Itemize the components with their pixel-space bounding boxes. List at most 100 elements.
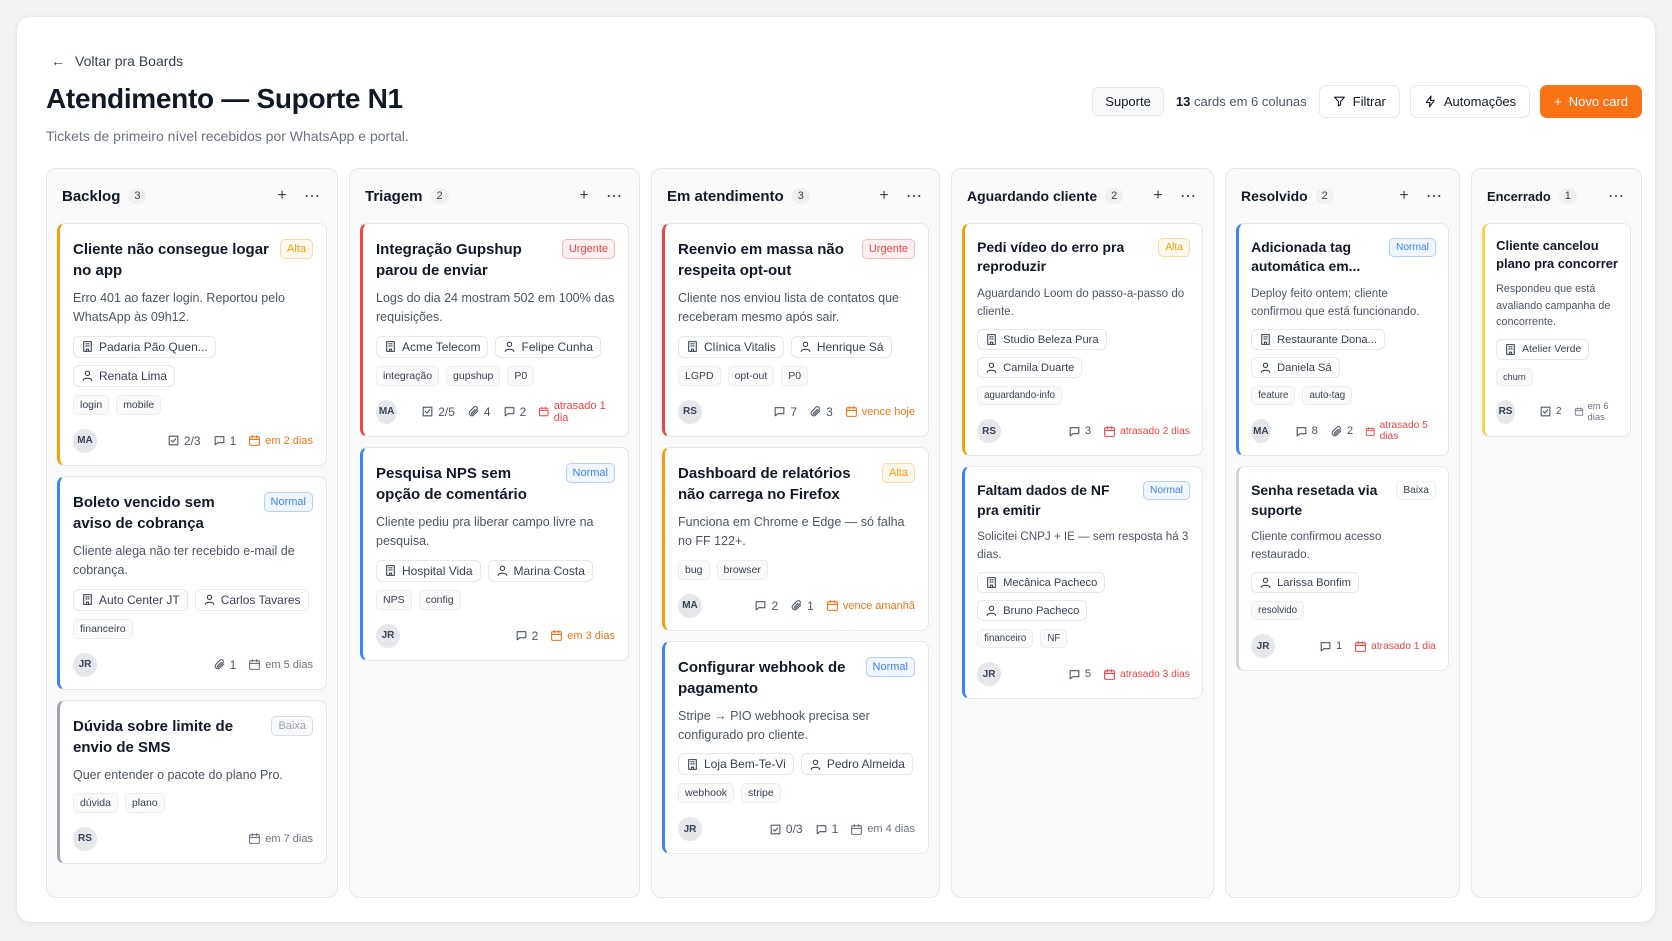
back-link[interactable]: ← Voltar pra Boards	[51, 53, 183, 69]
priority-badge: Urgente	[561, 239, 615, 259]
due-date: atrasado 1 dia	[538, 400, 615, 424]
stat: 3	[1068, 425, 1091, 438]
automations-button[interactable]: Automações	[1409, 85, 1531, 118]
priority-badge: Normal	[1142, 480, 1190, 500]
tag: integração	[376, 365, 440, 386]
column-menu[interactable]: ⋯	[606, 188, 622, 205]
comment-icon	[504, 407, 514, 417]
card-tags: dúvida plano	[73, 792, 313, 813]
team-badge: Suporte	[1092, 87, 1164, 116]
column-menu[interactable]: ⋯	[1180, 188, 1196, 205]
card-footer: JR 5 atrasado 3 dias	[977, 662, 1190, 687]
company-name: Clínica Vitalis	[704, 339, 776, 354]
cal-icon	[249, 435, 261, 447]
column-menu[interactable]: ⋯	[304, 188, 320, 205]
avatar: JR	[73, 652, 97, 677]
card[interactable]: Cliente cancelou plano pra concorrer Resp…	[1482, 223, 1631, 437]
card[interactable]: Dúvida sobre limite de envio de SMS Baixa…	[57, 699, 327, 864]
card-people: Studio Beleza Pura Camila Duarte	[977, 329, 1190, 379]
card-description: Stripe → PIO webhook precisa ser configu…	[678, 708, 870, 742]
priority-badge: Baixa	[1396, 480, 1436, 500]
due-text: vence hoje	[861, 405, 915, 418]
add-card[interactable]: +	[1399, 187, 1409, 204]
add-card[interactable]: +	[879, 187, 889, 204]
company-name: Padaria Pão Quen...	[99, 339, 208, 354]
card[interactable]: Faltam dados de NF pra emitir Normal Solic…	[962, 466, 1203, 700]
card-count: 13 cards em 6 colunas	[1176, 94, 1307, 109]
priority-badge: Normal	[263, 491, 313, 512]
new-card-button[interactable]: + Novo card	[1540, 85, 1642, 118]
stat-value: 2/3	[183, 433, 201, 448]
avatar: MA	[678, 593, 702, 618]
column-menu[interactable]: ⋯	[906, 188, 922, 205]
user-icon	[986, 362, 997, 373]
check-icon	[1540, 407, 1551, 417]
card-description: Solicitei CNPJ + IE — sem resposta há 3 …	[977, 530, 1189, 562]
stat: 1	[790, 599, 814, 613]
build-icon	[1261, 334, 1270, 345]
add-card[interactable]: +	[579, 187, 589, 204]
card-description: Deploy feito ontem; cliente confirmou qu…	[1251, 287, 1420, 319]
build-icon	[688, 758, 697, 770]
column-menu[interactable]: ⋯	[1608, 188, 1624, 205]
stat-value: 3	[826, 404, 833, 419]
check-icon	[770, 824, 781, 835]
card-tags: financeiro NF	[977, 629, 1190, 649]
due-text: atrasado 2 dias	[1120, 425, 1190, 437]
card-footer: RS 7 3 vence hoje	[678, 399, 915, 424]
add-card[interactable]: +	[1153, 187, 1163, 204]
due-text: atrasado 1 dia	[1371, 640, 1436, 652]
company-chip: Studio Beleza Pura	[977, 329, 1107, 351]
tag: bug	[678, 559, 710, 580]
card[interactable]: Adicionada tag automática em... Normal Dep…	[1236, 223, 1449, 457]
card-people: Clínica Vitalis Henrique Sá	[678, 335, 915, 358]
assignee-chip: Felipe Cunha	[495, 335, 601, 358]
card-people: Auto Center JT Carlos Tavares	[73, 588, 313, 611]
company-name: Atelier Verde	[1522, 343, 1582, 355]
company-chip: Clínica Vitalis	[678, 335, 784, 358]
card[interactable]: Pesquisa NPS sem opção de comentário Norm…	[360, 446, 629, 661]
clip-icon	[214, 659, 224, 670]
add-card[interactable]: +	[277, 187, 287, 204]
assignee-chip: Carlos Tavares	[194, 588, 309, 611]
column-menu[interactable]: ⋯	[1426, 188, 1442, 205]
card-footer: RS em 7 dias	[73, 826, 313, 851]
due-date: em 4 dias	[850, 823, 915, 836]
card-footer: RS 2 em 6 dias	[1496, 399, 1619, 424]
assignee-name: Felipe Cunha	[521, 339, 593, 354]
avatar: RS	[678, 399, 702, 424]
card[interactable]: Pedi vídeo do erro pra reproduzir Alta Agu…	[962, 223, 1203, 457]
avatar: RS	[73, 826, 97, 851]
card-description: Aguardando Loom do passo-a-passo do clie…	[977, 287, 1185, 319]
priority-badge: Urgente	[861, 239, 915, 259]
assignee-chip: Daniela Sá	[1251, 357, 1340, 379]
column-header: Backlog 3 + ⋯	[47, 169, 337, 223]
avatar: JR	[678, 817, 702, 842]
card[interactable]: Dashboard de relatórios não carrega no F…	[662, 446, 929, 631]
card-title: Cliente cancelou plano pra concorrer	[1496, 237, 1618, 271]
column-name: Backlog	[62, 187, 121, 205]
avatar: JR	[977, 662, 1002, 687]
avatar: MA	[376, 399, 398, 424]
card-people: Loja Bem-Te-Vi Pedro Almeida	[678, 753, 915, 776]
due-text: em 7 dias	[265, 832, 313, 845]
card-description: Cliente pediu pra liberar campo livre na…	[376, 514, 594, 549]
assignee-name: Larissa Bonfim	[1277, 576, 1351, 589]
column-header: Aguardando cliente 2 + ⋯	[952, 169, 1213, 223]
card[interactable]: Configurar webhook de pagamento Normal Str…	[662, 640, 929, 855]
tag: gupshup	[446, 365, 501, 386]
card[interactable]: Cliente não consegue logar no app Alta Err…	[57, 223, 327, 466]
card-footer: RS 3 atrasado 2 dias	[977, 419, 1190, 444]
card[interactable]: Reenvio em massa não respeita opt-out Urg…	[662, 223, 929, 437]
build-icon	[688, 341, 697, 353]
card[interactable]: Senha resetada via suporte Baixa Cliente c…	[1236, 466, 1449, 672]
filter-button[interactable]: Filtrar	[1318, 85, 1400, 118]
due-date: vence amanhã	[826, 599, 915, 612]
company-chip: Loja Bem-Te-Vi	[678, 753, 794, 776]
card-description: Erro 401 ao fazer login. Reportou pelo W…	[73, 291, 285, 325]
tag: mobile	[116, 394, 162, 415]
card[interactable]: Boleto vencido sem aviso de cobrança Norm…	[57, 475, 327, 690]
avatar: JR	[376, 623, 400, 648]
card[interactable]: Integração Gupshup parou de enviar Urgent…	[360, 223, 629, 437]
company-chip: Padaria Pão Quen...	[73, 335, 216, 358]
